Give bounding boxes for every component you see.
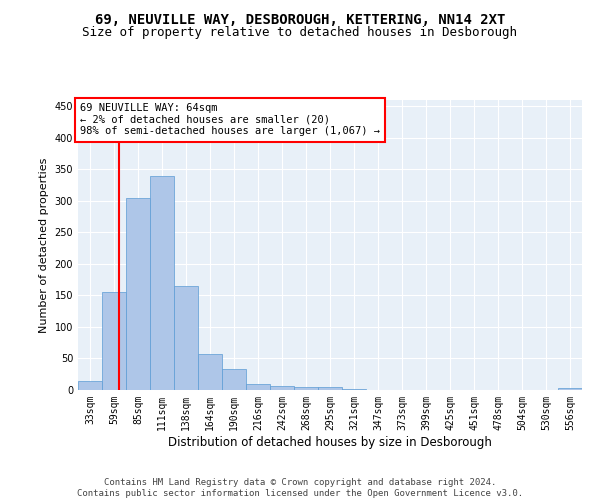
Bar: [222, 369, 246, 390]
Bar: [102, 292, 126, 390]
Bar: [246, 384, 270, 390]
Bar: [198, 354, 222, 390]
Bar: [294, 388, 318, 390]
Bar: [558, 388, 582, 390]
Text: 69, NEUVILLE WAY, DESBOROUGH, KETTERING, NN14 2XT: 69, NEUVILLE WAY, DESBOROUGH, KETTERING,…: [95, 12, 505, 26]
Bar: [318, 388, 342, 390]
Bar: [78, 380, 102, 390]
Y-axis label: Number of detached properties: Number of detached properties: [39, 158, 49, 332]
Bar: [174, 286, 198, 390]
Text: Contains HM Land Registry data © Crown copyright and database right 2024.
Contai: Contains HM Land Registry data © Crown c…: [77, 478, 523, 498]
Text: 69 NEUVILLE WAY: 64sqm
← 2% of detached houses are smaller (20)
98% of semi-deta: 69 NEUVILLE WAY: 64sqm ← 2% of detached …: [80, 103, 380, 136]
X-axis label: Distribution of detached houses by size in Desborough: Distribution of detached houses by size …: [168, 436, 492, 448]
Bar: [150, 176, 174, 390]
Bar: [270, 386, 294, 390]
Text: Size of property relative to detached houses in Desborough: Size of property relative to detached ho…: [83, 26, 517, 39]
Bar: [126, 198, 150, 390]
